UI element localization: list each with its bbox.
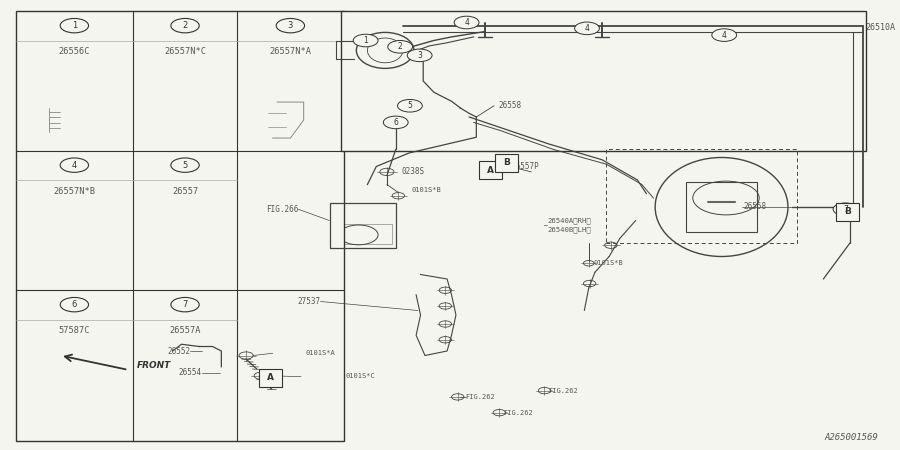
Circle shape bbox=[833, 203, 858, 216]
Circle shape bbox=[171, 297, 199, 312]
Text: B: B bbox=[844, 207, 850, 216]
Text: 0101S*C: 0101S*C bbox=[346, 373, 375, 379]
Bar bbox=[16, 11, 344, 441]
Circle shape bbox=[171, 158, 199, 172]
Text: 26540A〈RH〉: 26540A〈RH〉 bbox=[547, 217, 591, 224]
Bar bbox=[329, 202, 396, 248]
Circle shape bbox=[354, 34, 378, 47]
Text: 6: 6 bbox=[393, 118, 398, 127]
Circle shape bbox=[60, 18, 88, 33]
Circle shape bbox=[398, 99, 422, 112]
Text: 7: 7 bbox=[183, 300, 188, 309]
Text: 2: 2 bbox=[183, 21, 188, 30]
Text: 5: 5 bbox=[408, 101, 412, 110]
Bar bbox=[171, 236, 200, 283]
Text: 0238S: 0238S bbox=[401, 166, 424, 176]
Circle shape bbox=[383, 116, 408, 129]
Text: 4: 4 bbox=[584, 24, 590, 33]
Circle shape bbox=[574, 22, 599, 35]
Bar bbox=[57, 234, 92, 285]
Bar bbox=[607, 148, 796, 243]
Bar bbox=[61, 384, 96, 432]
Text: 3: 3 bbox=[418, 51, 422, 60]
Text: 0101S*B: 0101S*B bbox=[411, 187, 441, 193]
Circle shape bbox=[712, 29, 736, 41]
Bar bbox=[59, 92, 89, 148]
Text: 26557A: 26557A bbox=[169, 326, 201, 335]
Text: 4: 4 bbox=[464, 18, 469, 27]
Bar bbox=[341, 11, 866, 151]
Bar bbox=[175, 94, 196, 147]
Text: 5: 5 bbox=[183, 161, 188, 170]
Bar bbox=[479, 161, 502, 179]
Text: FRONT: FRONT bbox=[137, 361, 172, 370]
Text: 26557P: 26557P bbox=[512, 162, 539, 171]
Text: 1: 1 bbox=[364, 36, 368, 45]
Text: 26510A: 26510A bbox=[866, 22, 896, 32]
Text: 26540B〈LH〉: 26540B〈LH〉 bbox=[547, 226, 591, 233]
Text: FIG.262: FIG.262 bbox=[548, 387, 578, 394]
Text: B: B bbox=[503, 158, 510, 167]
Text: 3: 3 bbox=[288, 21, 293, 30]
Bar bbox=[334, 224, 392, 244]
Circle shape bbox=[60, 158, 88, 172]
Circle shape bbox=[388, 40, 412, 53]
Text: 2: 2 bbox=[398, 42, 402, 51]
Circle shape bbox=[171, 18, 199, 33]
Text: 0101S*B: 0101S*B bbox=[593, 260, 623, 266]
Text: 26557N*A: 26557N*A bbox=[269, 47, 311, 56]
Text: 4: 4 bbox=[722, 31, 726, 40]
Circle shape bbox=[60, 297, 88, 312]
Text: 26558: 26558 bbox=[499, 101, 522, 110]
Text: 26557N*C: 26557N*C bbox=[164, 47, 206, 56]
Text: 26557N*B: 26557N*B bbox=[53, 187, 95, 196]
Text: 26556C: 26556C bbox=[58, 47, 90, 56]
Bar bbox=[836, 202, 859, 220]
Text: 27537: 27537 bbox=[297, 297, 320, 306]
Text: 26558: 26558 bbox=[743, 202, 767, 211]
Bar bbox=[70, 389, 87, 427]
Text: 26557: 26557 bbox=[172, 187, 198, 196]
Text: 0101S*A: 0101S*A bbox=[305, 350, 335, 356]
Text: FIG.266: FIG.266 bbox=[266, 205, 299, 214]
Circle shape bbox=[408, 49, 432, 62]
Bar bbox=[495, 154, 518, 172]
Text: 4: 4 bbox=[72, 161, 77, 170]
Circle shape bbox=[454, 16, 479, 29]
Text: 57587C: 57587C bbox=[58, 326, 90, 335]
Text: 26554: 26554 bbox=[179, 368, 202, 377]
Text: FIG.262: FIG.262 bbox=[464, 394, 495, 400]
Text: 7: 7 bbox=[843, 205, 848, 214]
Bar bbox=[171, 90, 200, 150]
Text: 26552: 26552 bbox=[167, 346, 190, 356]
Text: 1: 1 bbox=[72, 21, 77, 30]
Circle shape bbox=[276, 18, 304, 33]
Text: A265001569: A265001569 bbox=[824, 433, 878, 442]
Bar bbox=[258, 369, 282, 387]
Text: A: A bbox=[266, 374, 274, 382]
Text: A: A bbox=[487, 166, 494, 175]
Text: FIG.262: FIG.262 bbox=[503, 410, 533, 416]
Text: 6: 6 bbox=[72, 300, 77, 309]
Bar bbox=[686, 182, 757, 232]
